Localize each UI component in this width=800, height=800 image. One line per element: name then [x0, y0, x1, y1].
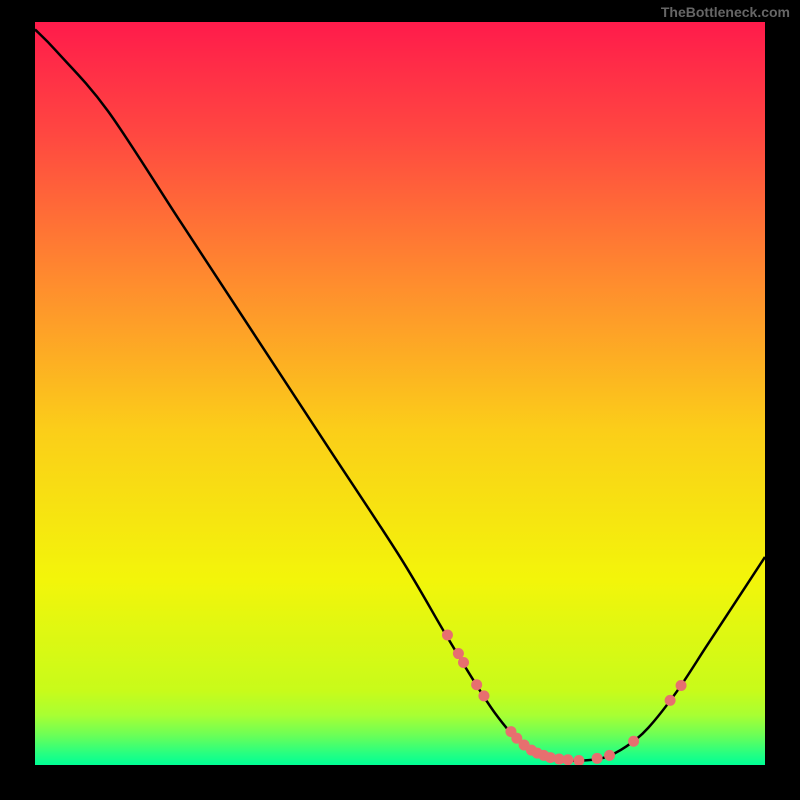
marker-dot: [442, 629, 453, 640]
chart-background: [35, 22, 765, 765]
marker-dot: [592, 753, 603, 764]
marker-dot: [676, 680, 687, 691]
marker-dot: [628, 736, 639, 747]
marker-dot: [478, 690, 489, 701]
marker-dot: [458, 657, 469, 668]
watermark-text: TheBottleneck.com: [661, 4, 790, 20]
marker-dot: [604, 750, 615, 761]
marker-dot: [665, 695, 676, 706]
bottleneck-chart: [35, 22, 765, 765]
marker-dot: [471, 679, 482, 690]
marker-dot: [562, 754, 573, 765]
